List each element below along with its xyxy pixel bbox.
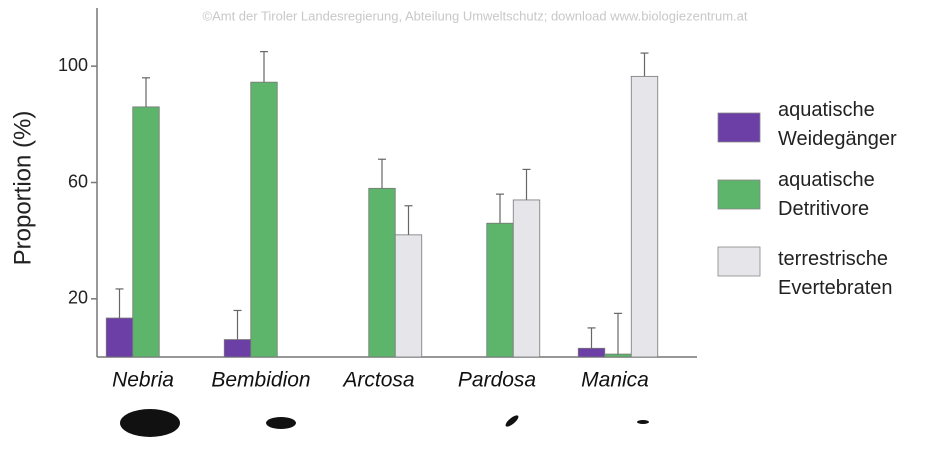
- insect-icon: [504, 414, 520, 429]
- x-tick-label: Nebria: [112, 369, 174, 392]
- legend-swatch: [718, 180, 760, 209]
- bar: [133, 107, 160, 357]
- y-tick-label: 100: [58, 55, 88, 75]
- bar: [487, 223, 514, 357]
- bar: [395, 235, 422, 357]
- y-axis-label: Proportion (%): [9, 111, 36, 266]
- y-tick-label: 60: [68, 171, 88, 191]
- x-tick-label: Manica: [581, 369, 649, 392]
- legend-label: aquatische Detritivore: [778, 166, 928, 224]
- bar: [631, 76, 658, 357]
- y-tick-label: 20: [68, 288, 88, 308]
- x-tick-label: Pardosa: [458, 369, 536, 392]
- legend-swatch: [718, 247, 760, 276]
- x-tick-label: Arctosa: [341, 369, 414, 392]
- legend-label: aquatische Weidegänger: [778, 96, 928, 154]
- chart: ©Amt der Tiroler Landesregierung, Abteil…: [0, 0, 929, 458]
- insect-icon: [266, 417, 296, 429]
- bar: [224, 340, 251, 357]
- insect-icon: [637, 420, 649, 424]
- bar: [369, 188, 396, 357]
- watermark: ©Amt der Tiroler Landesregierung, Abteil…: [202, 8, 747, 23]
- insect-icons: [120, 409, 649, 437]
- insect-icon: [120, 409, 180, 437]
- bar: [578, 348, 605, 357]
- legend-label: terrestrische Evertebraten: [778, 245, 928, 303]
- bar: [251, 82, 278, 357]
- x-tick-label: Bembidion: [211, 369, 310, 392]
- bar: [106, 318, 133, 357]
- bar: [605, 354, 632, 357]
- bar: [513, 200, 540, 357]
- legend-swatch: [718, 113, 760, 142]
- page: ©Amt der Tiroler Landesregierung, Abteil…: [0, 0, 929, 458]
